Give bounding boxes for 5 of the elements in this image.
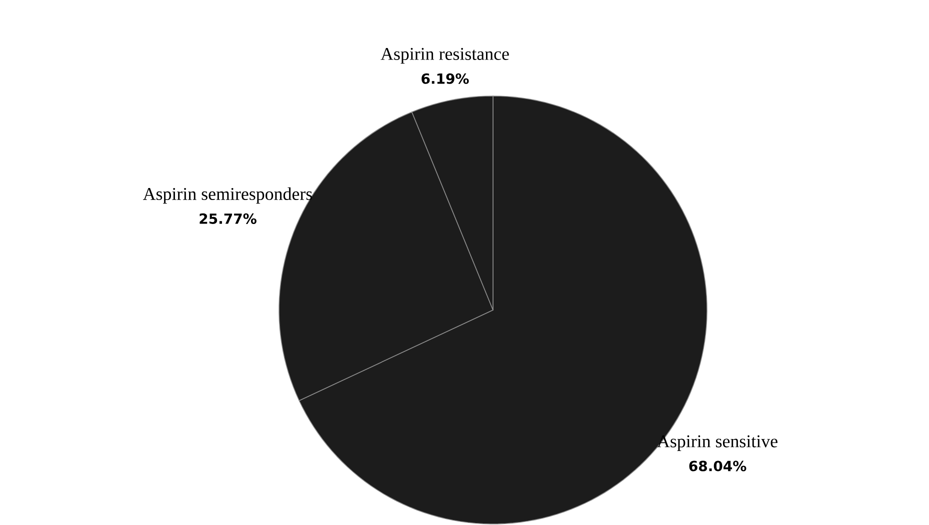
data-label: 25.77% [200, 213, 256, 224]
data-label: 6.19% [422, 73, 469, 84]
slice-label: Aspirin semiresponders [143, 187, 312, 204]
slice-label: Aspirin resistance [380, 48, 509, 64]
data-label: 68.04% [689, 460, 746, 472]
